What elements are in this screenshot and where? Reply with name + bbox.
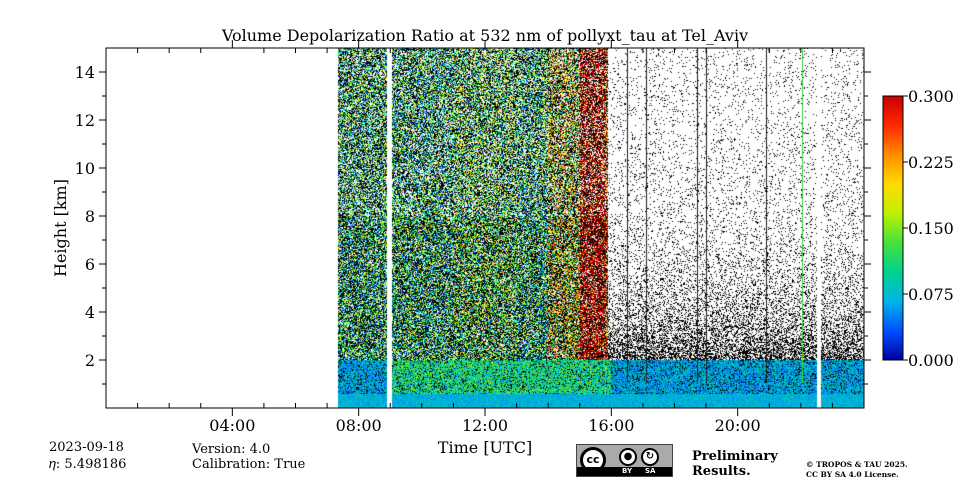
y-tick-label: 4	[85, 303, 95, 322]
heatmap-image	[106, 48, 864, 408]
y-tick-label: 2	[85, 351, 95, 370]
plot-area: 04:00 08:00 12:00 16:00 20:00 2 4 6 8 10 12 14	[75, 40, 871, 435]
x-axis-ticks: 04:00 08:00 12:00 16:00 20:00	[137, 40, 833, 435]
y-tick-label: 6	[85, 255, 95, 274]
cc-sa-label: SA	[645, 467, 656, 475]
chart-title: Volume Depolarization Ratio at 532 nm of…	[221, 26, 748, 45]
colorbar-tick-label: 0.150	[908, 219, 954, 238]
person-icon: ●	[619, 448, 637, 466]
preliminary-results: Preliminary Results.	[692, 449, 778, 479]
x-tick-label: 20:00	[715, 416, 761, 435]
share-alike-icon: ↻	[641, 448, 659, 466]
y-tick-label: 8	[85, 207, 95, 226]
colorbar-tick-label: 0.000	[908, 351, 954, 370]
y-tick-label: 10	[75, 159, 95, 178]
copyright-line-1: © TROPOS & TAU 2025.	[806, 460, 908, 469]
x-tick-label: 16:00	[588, 416, 634, 435]
cc-badge-bar	[577, 467, 672, 476]
y-tick-label: 14	[75, 63, 95, 82]
colorbar-tick-label: 0.075	[908, 285, 954, 304]
colorbar-tick-label: 0.300	[908, 87, 954, 106]
x-tick-label: 12:00	[462, 416, 508, 435]
x-tick-label: 04:00	[209, 416, 255, 435]
date-label: 2023-09-18	[49, 440, 124, 455]
version-label: Version: 4.0	[192, 442, 271, 457]
copyright-line-2: CC BY SA 4.0 License.	[806, 470, 899, 479]
x-axis-label: Time [UTC]	[438, 438, 532, 457]
cc-license-badge: cc ● ↻ BY SA	[576, 444, 673, 477]
calibration-label: Calibration: True	[192, 457, 306, 472]
cc-by-label: BY	[622, 467, 633, 475]
y-tick-label: 12	[75, 111, 95, 130]
eta-label: 𝜂: 5.498186	[49, 457, 127, 472]
colorbar-tick-label: 0.225	[908, 153, 954, 172]
colorbar	[882, 95, 904, 361]
colorbar-ticks: 0.000 0.075 0.150 0.225 0.300	[903, 87, 954, 370]
y-axis-ticks: 2 4 6 8 10 12 14	[75, 63, 871, 385]
y-axis-label: Height [km]	[51, 179, 70, 277]
x-tick-label: 08:00	[336, 416, 382, 435]
